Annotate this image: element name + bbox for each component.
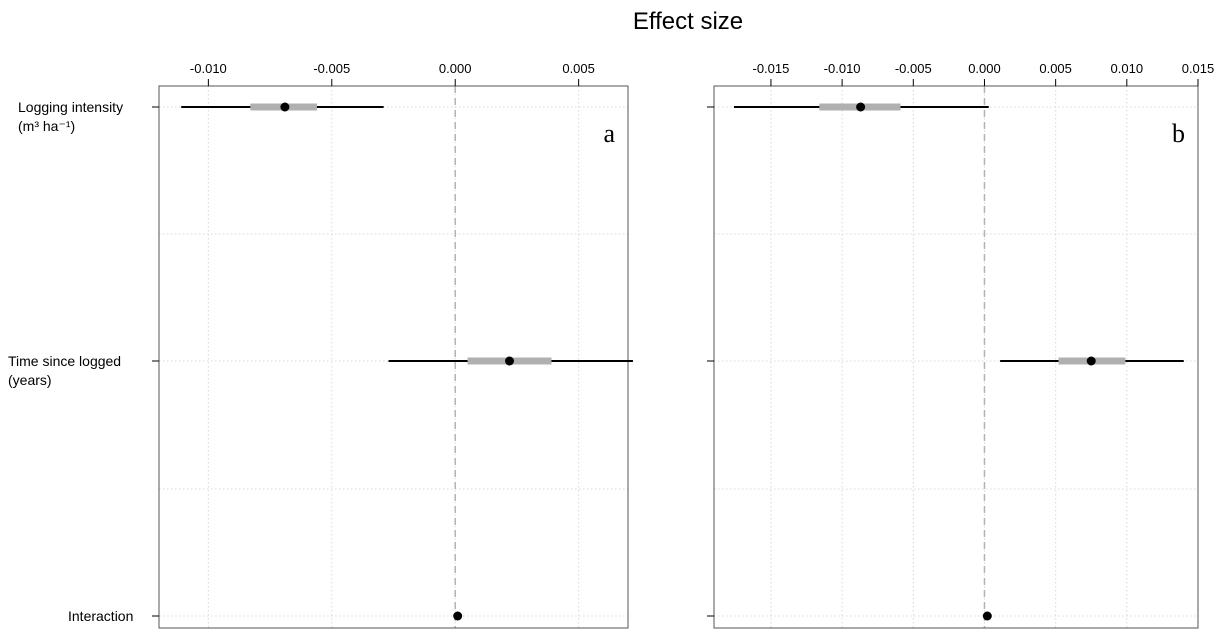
- point-estimate: [453, 611, 463, 621]
- panels: -0.010 -0.005 0.000 0.005 a -0.015 -0.010 -0.00…: [152, 61, 1215, 629]
- y-category-label: Time since logged (years): [8, 353, 121, 388]
- panel-label: a: [603, 119, 615, 148]
- point-estimate: [856, 102, 866, 112]
- point-estimate: [982, 611, 992, 621]
- point-estimate: [280, 102, 290, 112]
- x-tick-label: 0.005: [1039, 61, 1072, 76]
- x-tick-label: -0.010: [824, 61, 861, 76]
- y-category-label-line: Logging intensity: [18, 99, 123, 115]
- x-tick-label: -0.010: [190, 61, 227, 76]
- panel-frame: [713, 85, 1199, 629]
- y-category-label-line: Time since logged: [8, 353, 121, 369]
- x-tick-label: -0.015: [753, 61, 790, 76]
- x-tick-label: 0.015: [1182, 61, 1215, 76]
- x-tick-label: 0.000: [968, 61, 1001, 76]
- y-axis-labels: Logging intensity (m³ ha⁻¹) Time since log…: [8, 99, 133, 624]
- panel-label: b: [1172, 119, 1185, 148]
- y-category-label-line: (m³ ha⁻¹): [18, 118, 75, 134]
- panel-frame: [158, 85, 629, 629]
- y-category-label-line: Interaction: [68, 608, 133, 624]
- x-tick-label: 0.010: [1111, 61, 1144, 76]
- panel-b: -0.015 -0.010 -0.005 0.000 0.005 0.010 0.015 b: [707, 61, 1215, 629]
- y-category-label: Logging intensity (m³ ha⁻¹): [18, 99, 123, 134]
- x-tick-label: -0.005: [895, 61, 932, 76]
- y-category-label-line: (years): [8, 372, 52, 388]
- point-estimate: [505, 356, 515, 366]
- x-tick-label: 0.005: [562, 61, 595, 76]
- point-estimate: [1086, 356, 1096, 366]
- y-category-label: Interaction: [68, 608, 133, 624]
- chart-title: Effect size: [633, 8, 743, 35]
- x-tick-label: 0.000: [439, 61, 472, 76]
- x-tick-label: -0.005: [313, 61, 350, 76]
- panel-a: -0.010 -0.005 0.000 0.005 a: [152, 61, 633, 629]
